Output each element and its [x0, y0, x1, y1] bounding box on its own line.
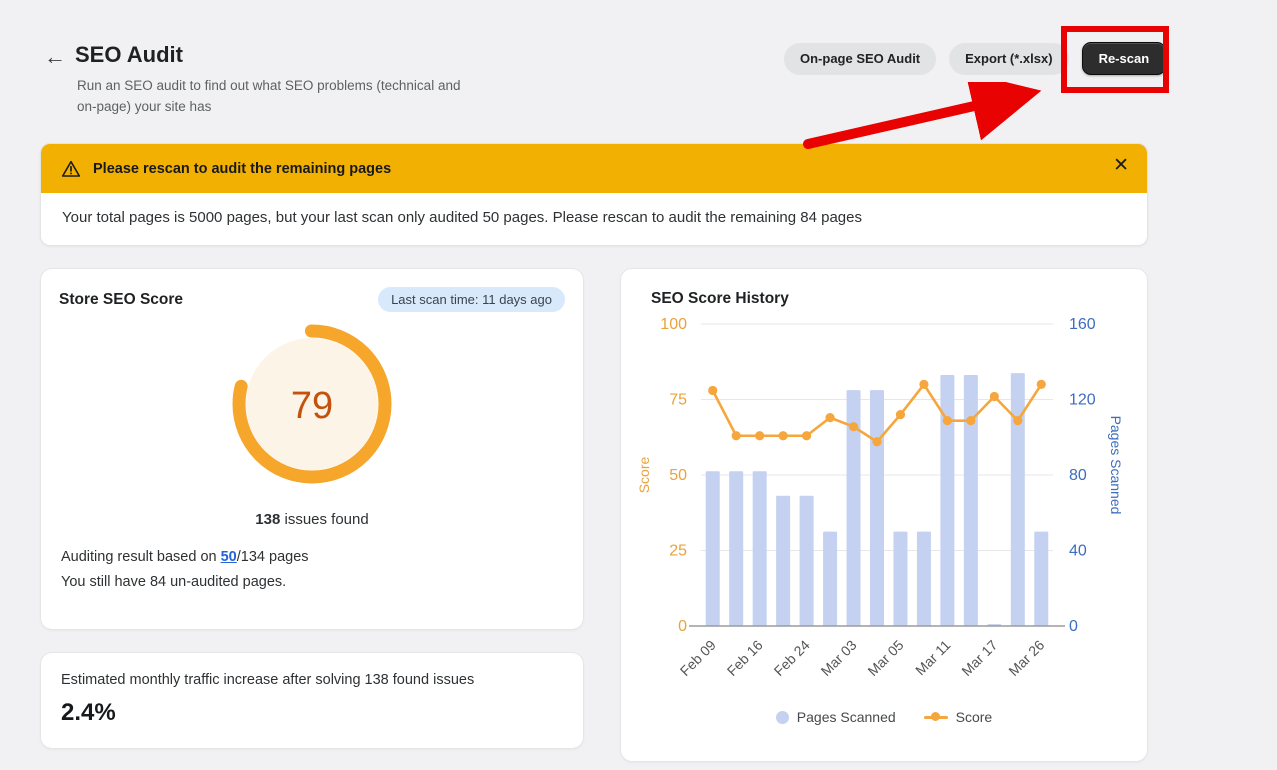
back-arrow-icon[interactable]: ← — [44, 44, 66, 69]
warning-banner: Please rescan to audit the remaining pag… — [40, 143, 1148, 246]
traffic-increase-card: Estimated monthly traffic increase after… — [40, 652, 584, 749]
svg-text:Mar 26: Mar 26 — [1005, 637, 1047, 679]
onpage-seo-audit-button[interactable]: On-page SEO Audit — [784, 42, 937, 75]
traffic-increase-value: 2.4% — [61, 699, 116, 726]
line-score-marker — [1013, 416, 1023, 426]
svg-text:100: 100 — [660, 316, 687, 333]
bar-pages-scanned — [940, 374, 955, 626]
audit-prefix: Auditing result based on — [61, 549, 221, 565]
svg-text:Mar 11: Mar 11 — [912, 637, 954, 679]
line-score-marker — [708, 385, 718, 396]
score-legend-label: Score — [955, 709, 993, 725]
svg-text:Score: Score — [636, 457, 652, 494]
bar-pages-scanned — [729, 471, 744, 626]
gauge-inner-fill — [246, 338, 378, 470]
bar-pages-scanned — [776, 495, 791, 626]
legend-item-pages-scanned[interactable]: Pages Scanned — [775, 709, 896, 725]
bar-pages-scanned — [916, 531, 931, 626]
seo-score-history-chart: 0 0 25 40 50 80 75 120 100 160 Score Pages Scanned F… — [636, 316, 1124, 679]
seo-score-gauge: 79 — [41, 319, 583, 489]
bar-pages-scanned — [846, 390, 861, 626]
line-score-marker — [942, 416, 952, 426]
svg-text:Mar 17: Mar 17 — [958, 637, 1000, 679]
line-score-marker — [731, 431, 741, 441]
chart-legend: Pages Scanned Score — [621, 709, 1147, 725]
pages-scanned-legend-icon — [775, 710, 789, 724]
issues-count: 138 — [255, 511, 281, 528]
line-score-marker — [872, 437, 882, 447]
store-seo-score-title: Store SEO Score — [59, 291, 184, 308]
svg-text:Feb 09: Feb 09 — [677, 637, 719, 679]
header-actions: On-page SEO Audit Export (*.xlsx) Re-sca… — [784, 42, 1167, 75]
rescan-button[interactable]: Re-scan — [1081, 42, 1167, 75]
svg-text:75: 75 — [669, 392, 687, 409]
svg-text:120: 120 — [1069, 392, 1096, 409]
svg-text:Pages Scanned: Pages Scanned — [1108, 416, 1124, 515]
svg-text:Feb 16: Feb 16 — [724, 637, 766, 679]
warning-banner-title: Please rescan to audit the remaining pag… — [93, 160, 392, 177]
seo-score-history-title: SEO Score History — [651, 290, 789, 307]
bar-pages-scanned — [893, 531, 908, 626]
issues-text: issues found — [280, 511, 369, 528]
audited-pages-link[interactable]: 50 — [220, 549, 237, 565]
svg-text:80: 80 — [1069, 467, 1087, 484]
export-xlsx-button[interactable]: Export (*.xlsx) — [949, 42, 1069, 75]
bar-pages-scanned — [1010, 373, 1025, 626]
bar-pages-scanned — [823, 531, 838, 626]
svg-text:25: 25 — [669, 543, 687, 560]
line-score-marker — [825, 413, 835, 423]
warning-banner-header: Please rescan to audit the remaining pag… — [41, 144, 1147, 193]
traffic-increase-label: Estimated monthly traffic increase after… — [61, 672, 475, 688]
svg-text:50: 50 — [669, 467, 687, 484]
line-score-marker — [895, 410, 906, 420]
line-score-marker — [778, 431, 788, 441]
pages-scanned-legend-label: Pages Scanned — [796, 709, 896, 725]
line-score-marker — [848, 422, 859, 432]
line-score-marker — [755, 431, 765, 441]
legend-item-score[interactable]: Score — [923, 709, 993, 725]
issues-found-line: 138 issues found — [41, 511, 583, 528]
line-score-marker — [966, 416, 976, 426]
page-subtitle: Run an SEO audit to find out what SEO pr… — [77, 78, 461, 114]
svg-text:Mar 03: Mar 03 — [818, 637, 860, 679]
seo-score-value: 79 — [291, 385, 333, 427]
svg-text:Mar 05: Mar 05 — [864, 637, 906, 679]
gauge-arc — [232, 324, 392, 484]
store-seo-score-card: Store SEO Score Last scan time: 11 days … — [40, 268, 584, 630]
bar-pages-scanned — [705, 471, 720, 626]
line-score-marker — [802, 431, 812, 441]
svg-text:160: 160 — [1069, 316, 1096, 333]
svg-text:0: 0 — [1069, 618, 1078, 635]
unaudited-pages-line: You still have 84 un-audited pages. — [61, 574, 287, 590]
page-title: SEO Audit — [75, 42, 183, 67]
score-legend-icon — [923, 712, 948, 721]
bar-pages-scanned — [963, 374, 978, 626]
seo-score-history-card: SEO Score History 0 0 25 40 50 80 75 120 100 160 S… — [620, 268, 1148, 762]
line-score-marker — [1036, 379, 1046, 389]
audit-result-line: Auditing result based on 50/134 pages — [61, 549, 309, 565]
svg-text:Feb 24: Feb 24 — [771, 637, 813, 679]
audit-suffix: /134 pages — [236, 549, 309, 565]
warning-triangle-icon — [61, 160, 81, 177]
line-score-marker — [919, 379, 929, 389]
line-score-marker — [989, 391, 999, 402]
bar-pages-scanned — [752, 471, 767, 626]
warning-banner-body: Your total pages is 5000 pages, but your… — [62, 209, 862, 226]
svg-text:0: 0 — [678, 618, 687, 635]
bar-pages-scanned — [799, 495, 814, 626]
svg-text:40: 40 — [1069, 543, 1087, 560]
last-scan-time-badge: Last scan time: 11 days ago — [378, 287, 565, 312]
bar-pages-scanned — [870, 390, 884, 626]
close-icon[interactable]: ✕ — [1113, 155, 1129, 176]
bar-pages-scanned — [1034, 531, 1049, 626]
